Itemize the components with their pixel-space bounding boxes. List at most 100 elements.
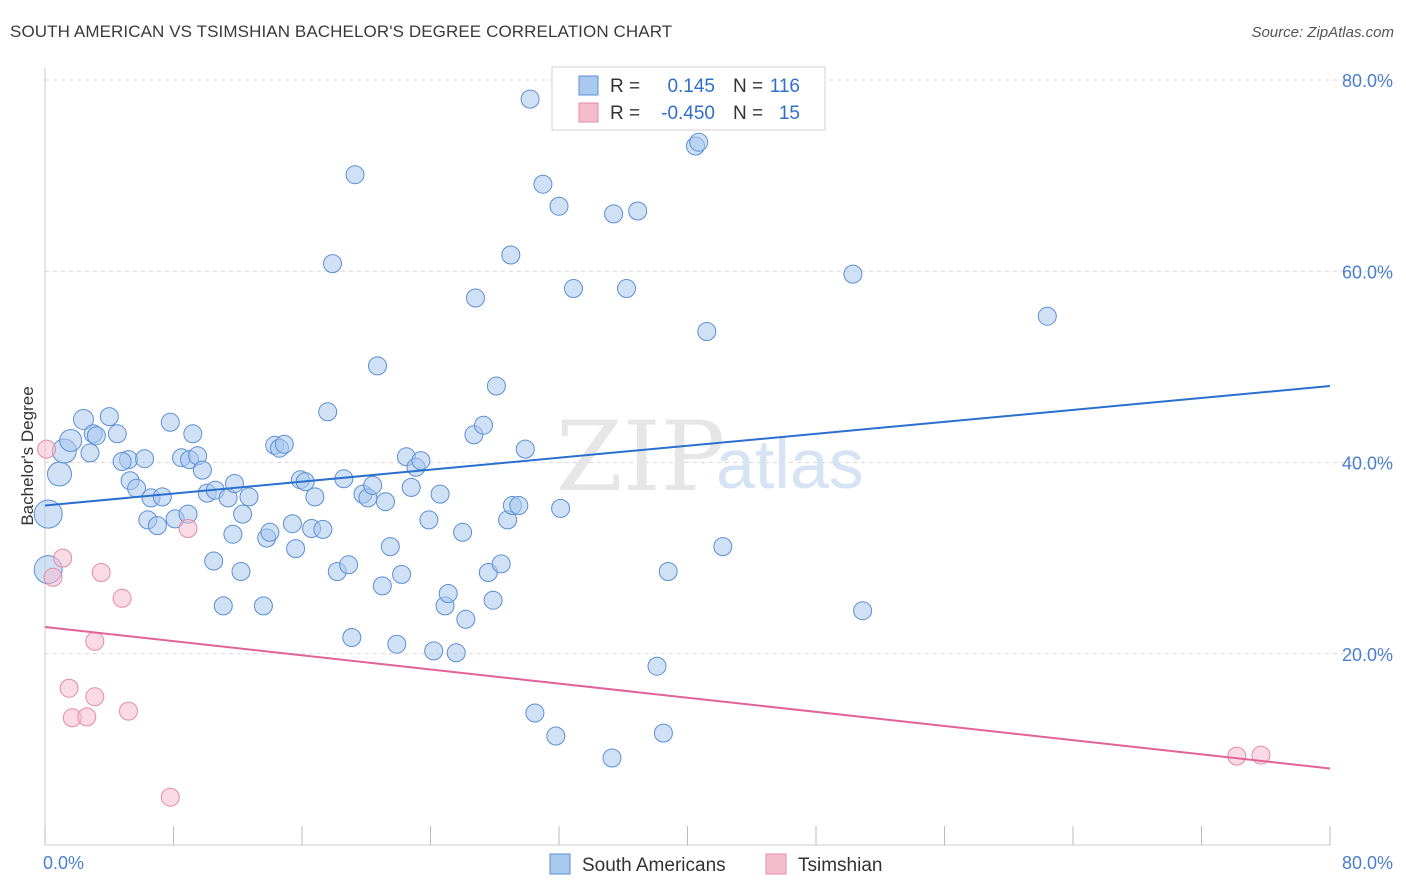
x-tick-label: 0.0% [43, 853, 84, 873]
data-point-south-americans [339, 555, 359, 575]
data-point-south-americans [147, 516, 167, 536]
data-point-south-americans [305, 487, 325, 507]
data-point-south-americans [223, 524, 243, 544]
data-point-south-americans [401, 477, 421, 497]
y-tick-label: 80.0% [1342, 71, 1393, 91]
trend-line-south-americans [44, 385, 1331, 507]
data-point-south-americans [99, 407, 119, 427]
legend-swatch-blue [578, 75, 599, 96]
data-point-south-americans [392, 564, 412, 584]
data-point-south-americans [135, 449, 155, 469]
data-point-south-americans [192, 460, 212, 480]
data-point-south-americans [225, 474, 244, 493]
data-point-south-americans [424, 641, 444, 661]
data-point-south-americans [546, 726, 566, 746]
series-legend-label-south-americans: South Americans [582, 855, 726, 876]
data-point-south-americans [697, 322, 717, 341]
y-tick-label: 60.0% [1342, 262, 1393, 282]
watermark: ZIP atlas [556, 401, 864, 513]
data-point-south-americans [183, 424, 203, 444]
x-tick-labels: 0.0% 80.0% [43, 853, 1393, 873]
watermark-zip: ZIP [556, 401, 725, 513]
data-point-south-americans [430, 484, 450, 504]
data-point-south-americans [486, 376, 506, 396]
data-point-south-americans [282, 514, 302, 534]
data-point-south-americans [33, 499, 63, 529]
x-tick-label: 80.0% [1342, 853, 1393, 873]
y-tick-label: 20.0% [1342, 645, 1393, 665]
data-point-south-americans [376, 492, 395, 512]
legend-r-value-blue: 0.145 [667, 76, 715, 97]
data-point-tsimshian [1227, 746, 1247, 766]
data-point-south-americans [713, 537, 733, 557]
data-point-south-americans [368, 356, 387, 376]
series-legend: South Americans Tsimshian [549, 853, 882, 876]
data-point-south-americans [525, 703, 545, 723]
legend-n-label-blue: N = [733, 76, 763, 97]
data-point-south-americans [549, 196, 569, 216]
data-point-tsimshian [77, 707, 97, 727]
data-point-south-americans [653, 723, 673, 743]
data-point-south-americans [231, 562, 251, 581]
data-point-south-americans [342, 628, 362, 647]
data-point-south-americans [73, 409, 94, 430]
data-point-south-americans [47, 461, 72, 487]
data-point-south-americans [253, 596, 273, 616]
legend-r-value-pink: -0.450 [661, 103, 715, 124]
trend-line-tsimshian [44, 625, 1331, 770]
data-point-south-americans [204, 551, 224, 571]
legend-r-label-blue: R = [610, 76, 640, 97]
data-point-tsimshian [160, 787, 180, 807]
data-point-south-americans [80, 443, 100, 463]
source-credit: Source: ZipAtlas.com [1251, 24, 1394, 41]
data-point-tsimshian [85, 631, 105, 651]
data-point-south-americans [318, 402, 338, 422]
data-point-south-americans [483, 590, 503, 610]
data-point-south-americans [647, 656, 667, 676]
data-point-south-americans [411, 451, 431, 471]
y-tick-label: 40.0% [1342, 454, 1393, 474]
data-point-south-americans [438, 584, 458, 603]
data-point-south-americans [564, 279, 583, 298]
legend-swatch-pink [578, 102, 599, 123]
data-point-south-americans [239, 487, 259, 507]
series-legend-swatch-south-americans [549, 853, 571, 875]
data-point-tsimshian [91, 563, 111, 582]
data-point-south-americans [152, 487, 172, 507]
data-point-south-americans [602, 748, 622, 768]
data-point-south-americans [323, 254, 342, 274]
data-point-south-americans [604, 204, 624, 224]
legend-n-value-pink: 15 [779, 103, 800, 124]
data-point-south-americans [160, 412, 180, 432]
data-point-south-americans [260, 522, 280, 542]
data-point-south-americans [286, 539, 306, 559]
data-point-south-americans [456, 609, 476, 629]
data-point-south-americans [313, 519, 333, 539]
data-point-south-americans [380, 537, 400, 557]
data-point-tsimshian [119, 701, 138, 721]
data-point-south-americans [689, 132, 709, 152]
data-point-south-americans [213, 596, 233, 616]
data-point-south-americans [491, 554, 511, 574]
data-point-south-americans [107, 424, 127, 444]
data-point-tsimshian [85, 687, 105, 707]
data-point-south-americans [515, 439, 535, 459]
data-point-south-americans [59, 429, 83, 452]
legend-n-label-pink: N = [733, 103, 763, 124]
data-point-south-americans [628, 201, 648, 221]
chart-title: SOUTH AMERICAN VS TSIMSHIAN BACHELOR'S D… [10, 22, 673, 41]
data-point-south-americans [658, 562, 678, 581]
data-point-south-americans [843, 264, 863, 284]
data-point-tsimshian [43, 567, 63, 587]
series-legend-label-tsimshian: Tsimshian [798, 855, 882, 876]
data-point-south-americans [387, 634, 407, 654]
data-point-south-americans [853, 601, 873, 621]
data-point-south-americans [509, 496, 529, 515]
data-point-south-americans [233, 504, 253, 524]
y-axis-label: Bachelor's Degree [18, 386, 37, 525]
stats-legend: R = 0.145 N = 116 R = -0.450 N = 15 [551, 66, 826, 131]
data-point-tsimshian [53, 548, 73, 568]
data-point-south-americans [274, 434, 294, 454]
scatter-points [33, 89, 1271, 807]
